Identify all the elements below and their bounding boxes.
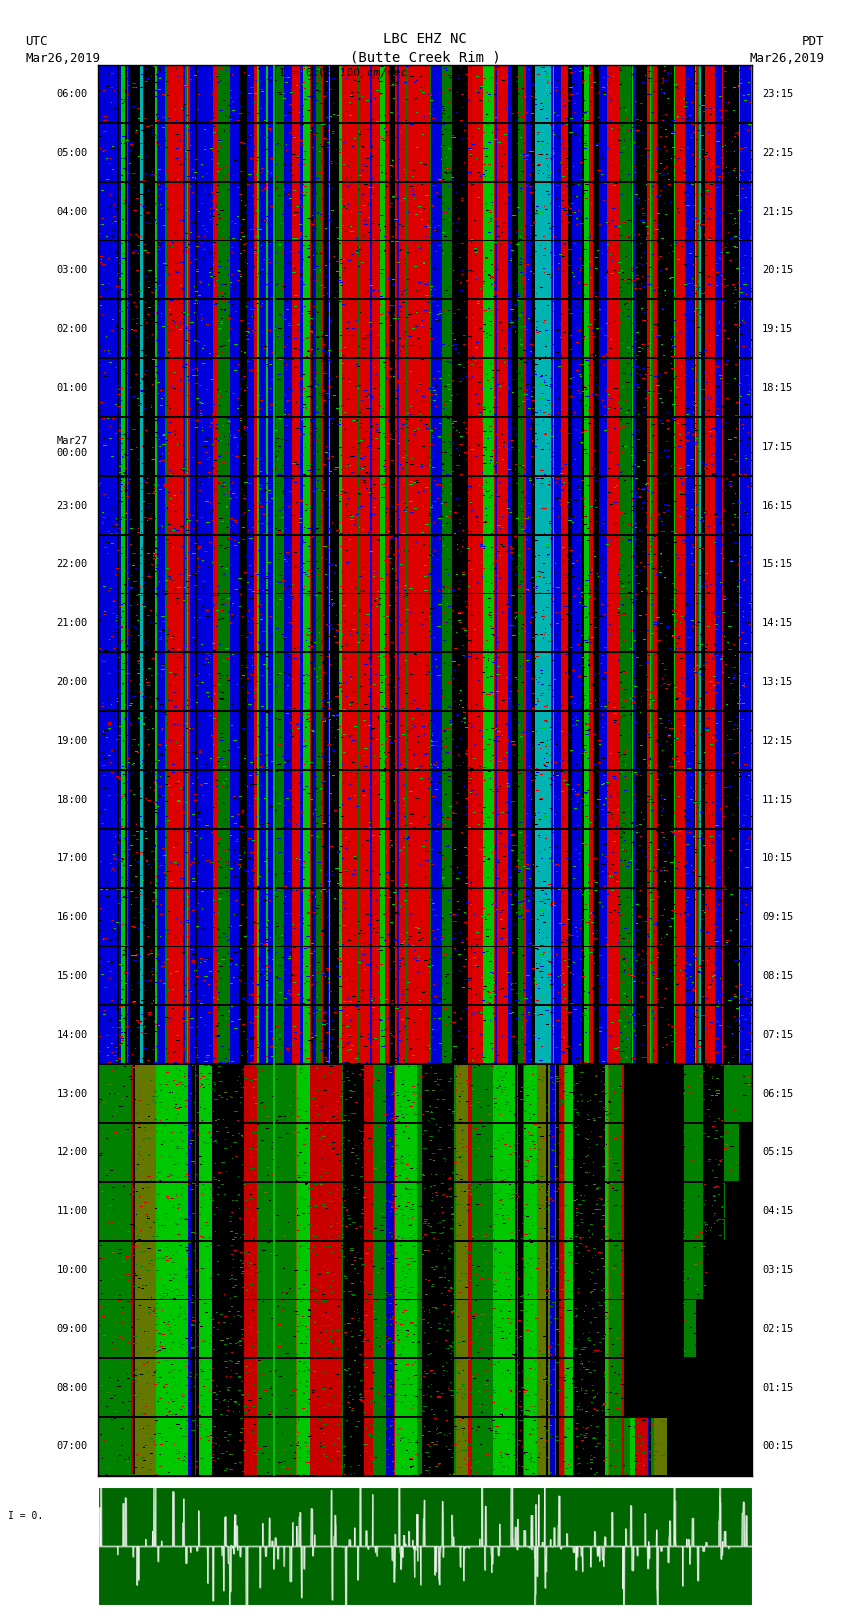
Text: 19:15: 19:15	[762, 324, 793, 334]
Text: 20:15: 20:15	[762, 266, 793, 276]
Text: I = 0.: I = 0.	[8, 1511, 43, 1521]
Text: 15:00: 15:00	[57, 971, 88, 981]
Text: 07:00: 07:00	[57, 1442, 88, 1452]
Text: 21:00: 21:00	[57, 618, 88, 627]
Text: 23:00: 23:00	[57, 500, 88, 511]
Text: 18:00: 18:00	[57, 795, 88, 805]
Text: 20:00: 20:00	[57, 677, 88, 687]
Text: LBC EHZ NC: LBC EHZ NC	[383, 32, 467, 47]
Text: 12:00: 12:00	[57, 1147, 88, 1158]
Text: 09:00: 09:00	[57, 1324, 88, 1334]
Text: PDT: PDT	[802, 35, 824, 48]
Text: 14:15: 14:15	[762, 618, 793, 627]
Text: Mar26,2019: Mar26,2019	[26, 52, 100, 65]
Text: 03:15: 03:15	[762, 1265, 793, 1274]
Text: 22:15: 22:15	[762, 148, 793, 158]
Text: 02:15: 02:15	[762, 1324, 793, 1334]
Text: 17:00: 17:00	[57, 853, 88, 863]
Text: 08:15: 08:15	[762, 971, 793, 981]
Text: 13:15: 13:15	[762, 677, 793, 687]
Text: UTC: UTC	[26, 35, 48, 48]
Text: 22:00: 22:00	[57, 560, 88, 569]
Text: 08:00: 08:00	[57, 1382, 88, 1392]
Text: 16:00: 16:00	[57, 913, 88, 923]
Text: 04:00: 04:00	[57, 206, 88, 216]
Text: 06:00: 06:00	[57, 89, 88, 98]
Text: 03:00: 03:00	[57, 266, 88, 276]
Text: 06:15: 06:15	[762, 1089, 793, 1098]
Text: 01:15: 01:15	[762, 1382, 793, 1392]
Text: 01:00: 01:00	[57, 382, 88, 394]
Text: 02:00: 02:00	[57, 324, 88, 334]
Text: 17:15: 17:15	[762, 442, 793, 452]
Text: 16:15: 16:15	[762, 500, 793, 511]
Text: 04:15: 04:15	[762, 1207, 793, 1216]
Text: 11:00: 11:00	[57, 1207, 88, 1216]
Text: (Butte Creek Rim ): (Butte Creek Rim )	[349, 50, 501, 65]
Text: Mar26,2019: Mar26,2019	[750, 52, 824, 65]
Text: 10:00: 10:00	[57, 1265, 88, 1274]
Text: Mar27
00:00: Mar27 00:00	[57, 436, 88, 458]
Text: 23:15: 23:15	[762, 89, 793, 98]
Text: 15:15: 15:15	[762, 560, 793, 569]
Text: 11:15: 11:15	[762, 795, 793, 805]
Text: 07:15: 07:15	[762, 1029, 793, 1040]
Text: 05:15: 05:15	[762, 1147, 793, 1158]
Text: 21:15: 21:15	[762, 206, 793, 216]
Text: 12:15: 12:15	[762, 736, 793, 745]
Text: 00:15: 00:15	[762, 1442, 793, 1452]
Text: 09:15: 09:15	[762, 913, 793, 923]
Text: 18:15: 18:15	[762, 382, 793, 394]
Text: 19:00: 19:00	[57, 736, 88, 745]
Text: 14:00: 14:00	[57, 1029, 88, 1040]
Text: 10:15: 10:15	[762, 853, 793, 863]
Text: I = 0.000100 cm/sec: I = 0.000100 cm/sec	[279, 68, 407, 77]
Text: 05:00: 05:00	[57, 148, 88, 158]
Text: 13:00: 13:00	[57, 1089, 88, 1098]
